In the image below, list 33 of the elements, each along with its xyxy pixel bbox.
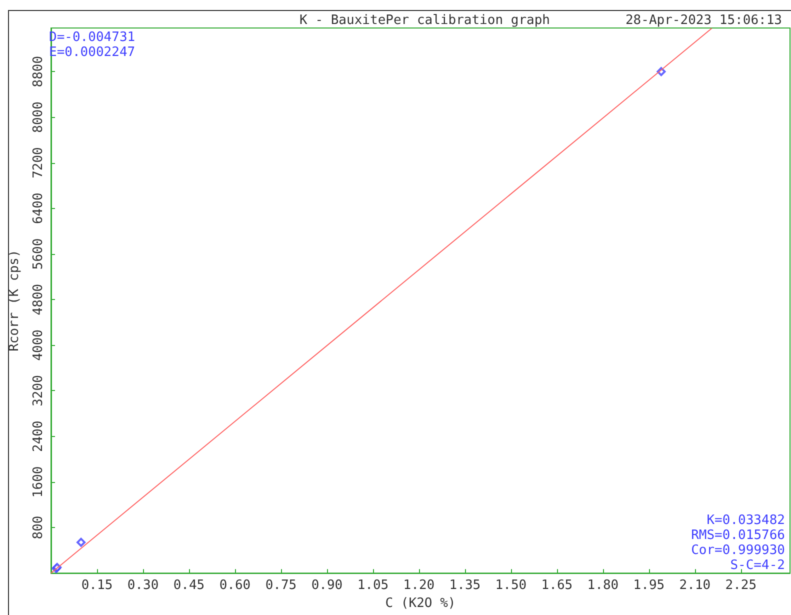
x-tick-label: 1.65 [541, 578, 573, 594]
y-tick-label: 2400 [31, 420, 46, 452]
chart-title: K - BauxitePer calibration graph [300, 13, 550, 28]
y-tick-label: 5600 [31, 238, 46, 270]
x-tick-label: 0.15 [81, 578, 113, 594]
annotation: RMS=0.015766 [691, 528, 785, 543]
y-tick-label: 1600 [31, 466, 46, 498]
x-axis-title: C (K2O %) [385, 596, 456, 611]
annotation: K=0.033482 [706, 513, 785, 528]
x-tick-label: 0.90 [311, 578, 343, 594]
y-tick-label: 6400 [31, 192, 46, 224]
y-tick-label: 8000 [31, 102, 46, 133]
chart-subtitle: 28-Apr-2023 15:06:13 [625, 13, 782, 28]
x-tick-label: 1.95 [633, 578, 665, 594]
x-tick-label: 1.50 [495, 578, 527, 594]
x-tick-label: 0.60 [219, 578, 251, 594]
x-tick-label: 1.05 [357, 578, 389, 594]
x-tick-label: 0.75 [265, 578, 297, 594]
y-tick-label: 4000 [31, 329, 46, 361]
y-tick-label: 7200 [31, 147, 46, 178]
annotation: S-C=4-2 [730, 558, 785, 573]
annotation: Cor=0.999930 [691, 543, 785, 558]
y-tick-label: 3200 [31, 375, 46, 406]
x-tick-label: 1.80 [587, 578, 619, 594]
x-tick-label: 2.10 [679, 578, 711, 594]
x-tick-label: 0.30 [127, 578, 159, 594]
y-tick-label: 8800 [31, 56, 46, 88]
x-tick-label: 2.25 [725, 578, 757, 594]
x-tick-label: 0.45 [173, 578, 205, 594]
x-tick-label: 1.20 [403, 578, 435, 594]
y-tick-label: 4800 [31, 284, 46, 316]
x-tick-label: 1.35 [449, 578, 481, 594]
y-tick-label: 800 [31, 516, 46, 540]
